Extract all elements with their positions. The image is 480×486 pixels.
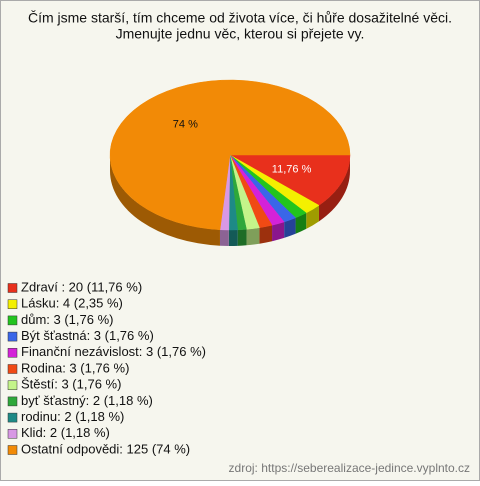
legend-label: Klid: 2 (1,18 %) — [21, 425, 110, 440]
slice-side — [110, 155, 220, 246]
slice-side — [272, 221, 285, 242]
legend-swatch — [7, 364, 18, 374]
legend-label: Štěstí: 3 (1,76 %) — [21, 377, 121, 392]
legend-label: rodinu: 2 (1,18 %) — [21, 409, 124, 424]
legend-label: Finanční nezávislost: 3 (1,76 %) — [21, 344, 206, 359]
legend-label: Být šťastná: 3 (1,76 %) — [21, 328, 154, 343]
legend-swatch — [7, 348, 18, 358]
value-label: 74 % — [173, 119, 198, 131]
legend-swatch — [7, 445, 18, 455]
slice-side — [219, 229, 229, 246]
legend-swatch — [7, 380, 18, 390]
slice — [229, 154, 351, 206]
slice-side — [237, 229, 247, 246]
source: zdroj: https://seberealizace-jedince.vyp… — [229, 461, 470, 475]
slice-side — [306, 205, 319, 229]
slice-side — [228, 229, 238, 246]
legend-swatch — [7, 315, 18, 326]
legend-label: byť šťastný: 2 (1,18 %) — [21, 393, 153, 408]
legend-label: Rodina: 3 (1,76 %) — [21, 360, 129, 375]
slice-side — [259, 225, 273, 244]
legend-swatch — [7, 412, 18, 423]
legend-swatch — [7, 429, 18, 439]
slice-side — [295, 212, 307, 234]
legend-label: Ostatní odpovědi: 125 (74 %) — [21, 441, 190, 456]
legend-swatch — [7, 299, 18, 309]
value-label: 11,76 % — [272, 164, 312, 176]
slice-side — [246, 227, 260, 246]
legend-swatch — [7, 331, 18, 342]
legend-label: Zdraví : 20 (11,76 %) — [21, 279, 142, 294]
legend-label: dům: 3 (1,76 %) — [21, 312, 114, 327]
slice — [109, 79, 351, 231]
slice-side — [318, 155, 350, 222]
slice-side — [284, 217, 296, 238]
chart-title: Jmenujte jednu věc, kterou si přejete vy… — [116, 26, 365, 42]
legend-swatch — [7, 283, 18, 293]
legend-label: Lásku: 4 (2,35 %) — [21, 296, 123, 311]
legend-swatch — [7, 396, 18, 407]
chart-title: Čím jsme starší, tím chceme od života ví… — [28, 10, 452, 26]
